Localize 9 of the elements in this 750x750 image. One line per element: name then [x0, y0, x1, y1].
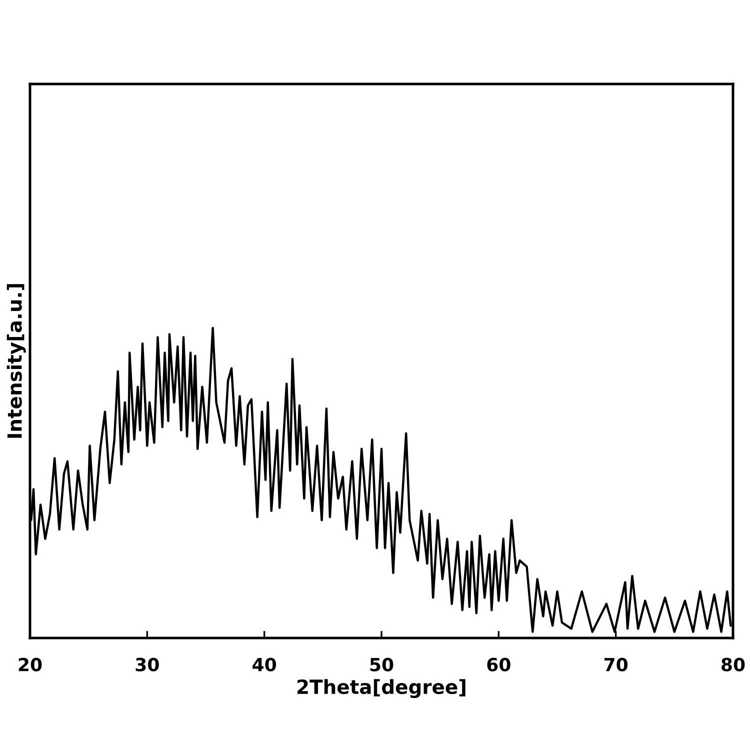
x-tick-label: 80: [722, 658, 745, 672]
x-axis-title: 2Theta[degree]: [298, 679, 466, 698]
x-tick-label: 50: [370, 658, 394, 672]
x-tick-label: 20: [18, 658, 42, 672]
y-axis-title: Intensity[a.u.]: [6, 284, 26, 438]
x-tick-label: 40: [252, 658, 276, 672]
x-tick-label: 60: [487, 658, 510, 672]
x-tick-label: 70: [604, 658, 628, 672]
x-tick-label: 30: [136, 658, 159, 672]
